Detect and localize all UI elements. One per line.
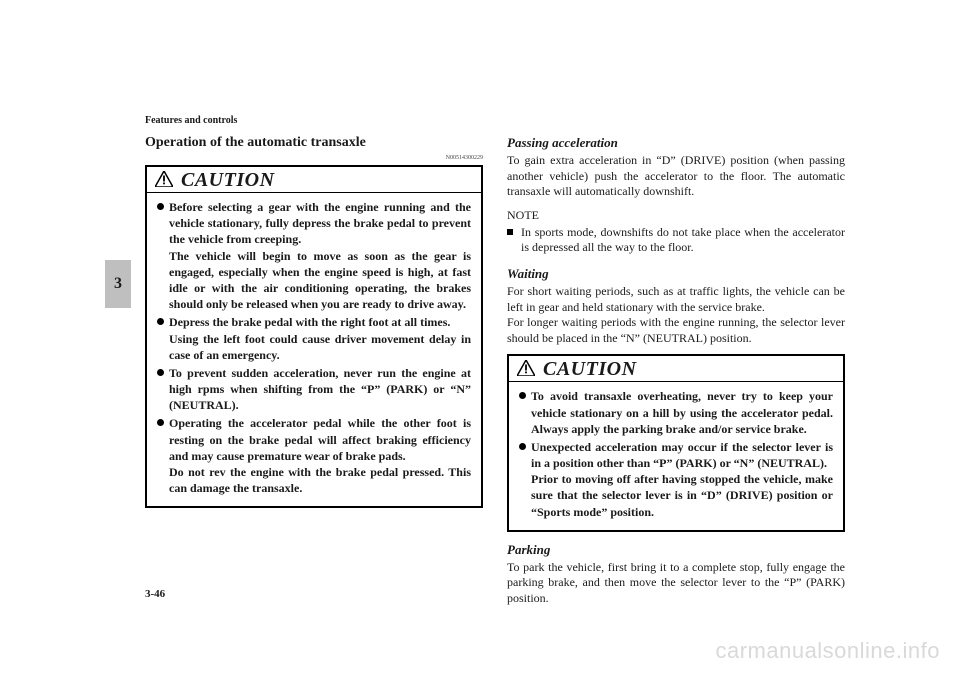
waiting-title: Waiting: [507, 266, 845, 282]
caution-item: Depress the brake pedal with the right f…: [157, 314, 471, 363]
caution-box-right: CAUTION To avoid transaxle overheating, …: [507, 354, 845, 532]
note-item: In sports mode, downshifts do not take p…: [521, 225, 845, 256]
caution-item: Before selecting a gear with the engine …: [157, 199, 471, 312]
parking-title: Parking: [507, 542, 845, 558]
section-header: Features and controls: [145, 115, 237, 126]
content-columns: Operation of the automatic transaxle N00…: [145, 135, 855, 615]
waiting-body: For short waiting periods, such as at tr…: [507, 284, 845, 346]
caution-list-right: To avoid transaxle overheating, never tr…: [519, 388, 833, 520]
caution-box-left: CAUTION Before selecting a gear with the…: [145, 165, 483, 508]
manual-page: Features and controls 3 Operation of the…: [0, 0, 960, 678]
chapter-tab: 3: [105, 260, 131, 308]
left-title: Operation of the automatic transaxle: [145, 135, 483, 151]
passing-title: Passing acceleration: [507, 135, 845, 151]
parking-body: To park the vehicle, first bring it to a…: [507, 560, 845, 607]
left-column: Operation of the automatic transaxle N00…: [145, 135, 483, 615]
caution-label: CAUTION: [543, 358, 637, 381]
note-label: NOTE: [507, 208, 845, 223]
caution-header: CAUTION: [509, 356, 843, 382]
caution-item: Unexpected acceleration may occur if the…: [519, 439, 833, 520]
caution-item: To avoid transaxle overheating, never tr…: [519, 388, 833, 437]
caution-item: To prevent sudden acceleration, never ru…: [157, 365, 471, 414]
caution-body: To avoid transaxle overheating, never tr…: [509, 382, 843, 530]
doc-code: N00514300229: [145, 155, 483, 161]
warning-triangle-icon: [155, 171, 173, 191]
caution-body: Before selecting a gear with the engine …: [147, 193, 481, 506]
watermark: carmanualsonline.info: [715, 638, 940, 664]
note-list: In sports mode, downshifts do not take p…: [507, 225, 845, 256]
caution-list-left: Before selecting a gear with the engine …: [157, 199, 471, 496]
caution-label: CAUTION: [181, 169, 275, 192]
caution-item: Operating the accelerator pedal while th…: [157, 415, 471, 496]
passing-body: To gain extra acceleration in “D” (DRIVE…: [507, 153, 845, 200]
caution-header: CAUTION: [147, 167, 481, 193]
page-number: 3-46: [145, 588, 165, 600]
warning-triangle-icon: [517, 360, 535, 380]
right-column: Passing acceleration To gain extra accel…: [507, 135, 845, 615]
